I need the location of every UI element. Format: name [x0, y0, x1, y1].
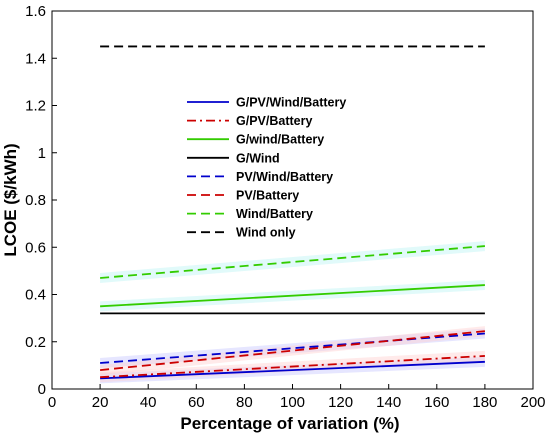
y-tick-label: 0.2: [25, 334, 46, 351]
series-line: [100, 330, 485, 371]
legend-label: PV/Wind/Battery: [236, 170, 333, 184]
x-axis: 0 20 40 60 80 100 120 140 160 180 200: [48, 384, 546, 411]
series-line: [100, 332, 485, 364]
x-tick-label: 0: [48, 394, 56, 411]
x-tick-label: 80: [236, 394, 253, 411]
x-tick-label: 180: [472, 394, 497, 411]
x-tick-label: 40: [140, 394, 157, 411]
series-band: [100, 326, 485, 376]
x-axis-label: Percentage of variation (%): [180, 414, 399, 433]
y-tick-label: 0.6: [25, 239, 46, 256]
legend-label: G/PV/Wind/Battery: [236, 96, 346, 110]
y-tick-label: 1.6: [25, 3, 46, 20]
legend-label: Wind only: [236, 226, 296, 240]
y-tick-label: 0.8: [25, 192, 46, 209]
legend-label: G/PV/Battery: [236, 114, 312, 128]
y-tick-label: 1.4: [25, 50, 46, 67]
series-band: [100, 241, 485, 283]
y-tick-label: 1.2: [25, 98, 46, 115]
legend-label: Wind/Battery: [236, 207, 313, 221]
series-band: [100, 328, 485, 369]
legend: G/PV/Wind/Battery G/PV/Battery G/wind/Batt…: [187, 96, 346, 240]
x-tick-label: 100: [280, 394, 305, 411]
series-line: [100, 284, 485, 308]
y-tick-label: 0.4: [25, 287, 46, 304]
x-tick-label: 140: [376, 394, 401, 411]
y-tick-label: 1: [38, 145, 46, 162]
series-line: [100, 360, 485, 380]
y-tick-label: 0: [38, 381, 46, 398]
y-axis-label: LCOE ($/kWh): [1, 143, 20, 256]
series-line: [100, 355, 485, 379]
x-tick-label: 120: [328, 394, 353, 411]
y-axis: 0 0.2 0.4 0.6 0.8 1 1.2 1.4 1.6: [25, 3, 57, 398]
series-line: [100, 245, 485, 279]
legend-label: G/Wind: [236, 151, 280, 165]
plot-area: [51, 10, 534, 390]
legend-label: G/wind/Battery: [236, 133, 324, 147]
x-tick-label: 20: [92, 394, 109, 411]
x-tick-label: 60: [188, 394, 205, 411]
x-tick-label: 200: [520, 394, 545, 411]
series-lines: [100, 45, 485, 380]
x-tick-label: 160: [424, 394, 449, 411]
legend-label: PV/Battery: [236, 189, 299, 203]
